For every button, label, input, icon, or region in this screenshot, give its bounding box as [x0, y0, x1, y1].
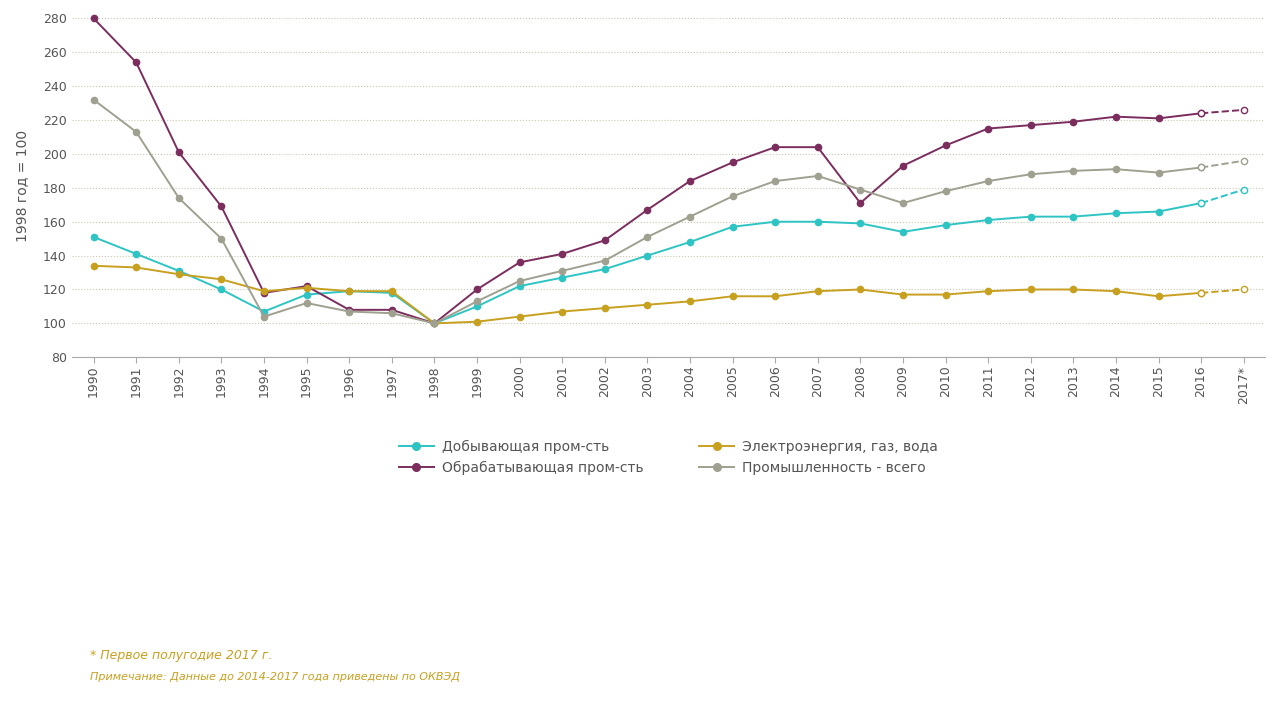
Text: * Первое полугодие 2017 г.: * Первое полугодие 2017 г.: [90, 649, 273, 662]
Y-axis label: 1998 год = 100: 1998 год = 100: [15, 130, 29, 242]
Legend: Добывающая пром-сть, Обрабатывающая пром-сть, Электроэнергия, газ, вода, Промышл: Добывающая пром-сть, Обрабатывающая пром…: [393, 434, 943, 480]
Text: Примечание: Данные до 2014-2017 года приведены по ОКВЭД: Примечание: Данные до 2014-2017 года при…: [90, 672, 460, 683]
